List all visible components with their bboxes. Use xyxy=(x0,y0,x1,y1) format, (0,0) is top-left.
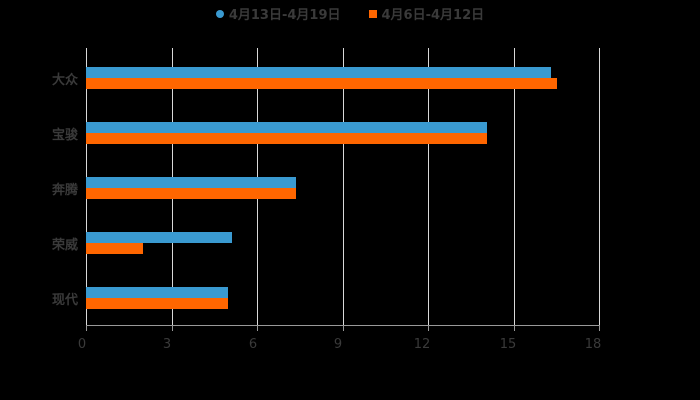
legend-item-series-2[interactable]: 4月6日-4月12日 xyxy=(368,4,485,23)
bar-benteng-series-1[interactable] xyxy=(86,177,296,188)
bar-xiandai-series-2[interactable] xyxy=(86,298,228,309)
bar-rongwei-series-1[interactable] xyxy=(86,232,232,243)
x-tick xyxy=(171,325,173,331)
legend-item-series-1[interactable]: 4月13日-4月19日 xyxy=(215,4,341,23)
x-tick-label: 0 xyxy=(77,337,87,352)
category-label: 现代 xyxy=(51,293,78,308)
plot-area xyxy=(86,48,600,325)
x-tick xyxy=(599,325,600,331)
x-tick-label: 3 xyxy=(162,337,172,352)
x-tick-label: 6 xyxy=(248,337,258,352)
gridline xyxy=(599,48,600,325)
x-tick xyxy=(86,325,87,331)
x-tick xyxy=(257,325,258,331)
bar-dazhong-series-2[interactable] xyxy=(86,78,557,89)
legend: 4月13日-4月19日 4月6日-4月12日 xyxy=(0,4,700,23)
x-tick xyxy=(513,325,515,331)
x-tick-label: 9 xyxy=(333,337,343,352)
x-tick-label: 15 xyxy=(499,337,517,352)
gridline xyxy=(428,48,429,325)
circle-marker-icon xyxy=(215,9,224,18)
gridline xyxy=(513,48,515,325)
category-label: 大众 xyxy=(51,73,78,88)
bar-benteng-series-2[interactable] xyxy=(86,188,296,199)
bar-baojun-series-1[interactable] xyxy=(86,122,487,133)
x-tick-label: 18 xyxy=(584,337,602,352)
bar-dazhong-series-1[interactable] xyxy=(86,67,551,78)
legend-label: 4月6日-4月12日 xyxy=(381,8,485,23)
gridline xyxy=(342,48,344,325)
bar-xiandai-series-1[interactable] xyxy=(86,287,228,298)
x-tick xyxy=(342,325,344,331)
bar-baojun-series-2[interactable] xyxy=(86,133,487,144)
x-tick xyxy=(428,325,429,331)
x-axis xyxy=(86,325,600,331)
category-label: 宝骏 xyxy=(51,128,78,143)
bar-rongwei-series-2[interactable] xyxy=(86,243,143,254)
legend-label: 4月13日-4月19日 xyxy=(228,8,341,23)
category-label: 奔腾 xyxy=(51,183,78,198)
x-tick-label: 12 xyxy=(413,337,431,352)
category-label: 荣威 xyxy=(51,238,78,253)
square-marker-icon xyxy=(368,9,377,18)
